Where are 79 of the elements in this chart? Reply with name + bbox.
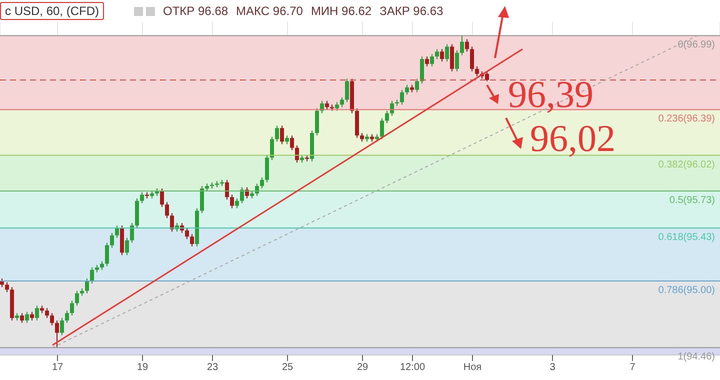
candlestick (240, 186, 244, 204)
candlestick (190, 234, 194, 247)
x-tick-label: 29 (356, 362, 368, 374)
candlestick (160, 188, 164, 208)
candlestick (225, 179, 229, 200)
candlestick (380, 118, 384, 140)
candlestick (65, 310, 69, 324)
candlestick (450, 44, 454, 72)
candlestick (270, 136, 274, 161)
x-tick-label: 19 (136, 362, 148, 374)
candlestick (185, 227, 189, 240)
candlestick (35, 305, 39, 321)
x-tick-label: 23 (206, 362, 218, 374)
candlestick (230, 194, 234, 209)
candlestick (340, 96, 344, 108)
candlestick (55, 320, 59, 348)
candlestick (345, 78, 349, 103)
candlestick (430, 54, 434, 67)
x-tick-label: 17 (52, 362, 64, 374)
x-tick-label: 7 (630, 362, 636, 374)
text: ОТКР 96.68 (163, 4, 228, 18)
candlestick (290, 134, 294, 151)
ref-line-label: 0.5(95.73) (669, 195, 715, 206)
candlestick (60, 318, 64, 336)
candlestick (170, 212, 174, 232)
ref-line-label: 0(96.99) (678, 40, 715, 51)
ref-line-label: 1(94.46) (678, 352, 715, 363)
candlestick (110, 232, 114, 248)
candlestick (400, 89, 404, 106)
candlestick (475, 66, 479, 77)
candlestick (405, 84, 409, 96)
candlestick (85, 278, 89, 294)
candlestick (265, 154, 269, 183)
candlestick (5, 282, 9, 293)
candlestick (445, 44, 449, 62)
ref-line-label: 0.786(95.00) (658, 285, 715, 296)
candlestick (385, 110, 389, 124)
candlestick (470, 46, 474, 72)
candlestick (435, 48, 439, 60)
annotation: 96,39 (508, 74, 594, 116)
candlestick (200, 186, 204, 214)
x-tick-label: 25 (282, 362, 294, 374)
candlestick (235, 198, 239, 209)
candlestick (25, 311, 29, 324)
candlestick (455, 50, 459, 72)
candlestick (420, 56, 424, 84)
candlestick (140, 192, 144, 204)
candlestick (125, 237, 129, 256)
candlestick (460, 35, 464, 56)
x-tick-label: 12:00 (400, 362, 426, 374)
candlestick (70, 300, 74, 316)
ref-line-label: 0.236(96.39) (658, 114, 715, 125)
x-tick-label: Ноя (463, 362, 482, 374)
chart-title: c USD, 60, (CFD) (0, 2, 104, 20)
candlestick (165, 202, 169, 219)
candlestick (440, 48, 444, 62)
x-tick-label: 3 (550, 362, 556, 374)
text: МАКС 96.70 (236, 4, 303, 18)
candlestick (415, 78, 419, 93)
annotation: 96,02 (530, 118, 616, 160)
candlestick (130, 222, 134, 244)
text: ЗАКР 96.63 (380, 4, 444, 18)
candlestick (105, 242, 109, 267)
candlestick (50, 312, 54, 326)
candlestick (115, 225, 119, 238)
candlestick (280, 125, 284, 145)
candlestick (390, 100, 394, 116)
candlestick (45, 308, 49, 318)
candlestick (75, 290, 79, 306)
candlestick (465, 38, 469, 52)
candlestick (275, 125, 279, 142)
candlestick (315, 108, 319, 136)
ref-line-label: 0.382(96.02) (658, 159, 715, 170)
candlestick (90, 266, 94, 284)
candlestick (260, 176, 264, 189)
ref-line-label: 0.618(95.43) (658, 232, 715, 244)
candlestick (425, 56, 429, 67)
text: МИН 96.62 (310, 4, 372, 18)
candlestick (20, 312, 24, 324)
